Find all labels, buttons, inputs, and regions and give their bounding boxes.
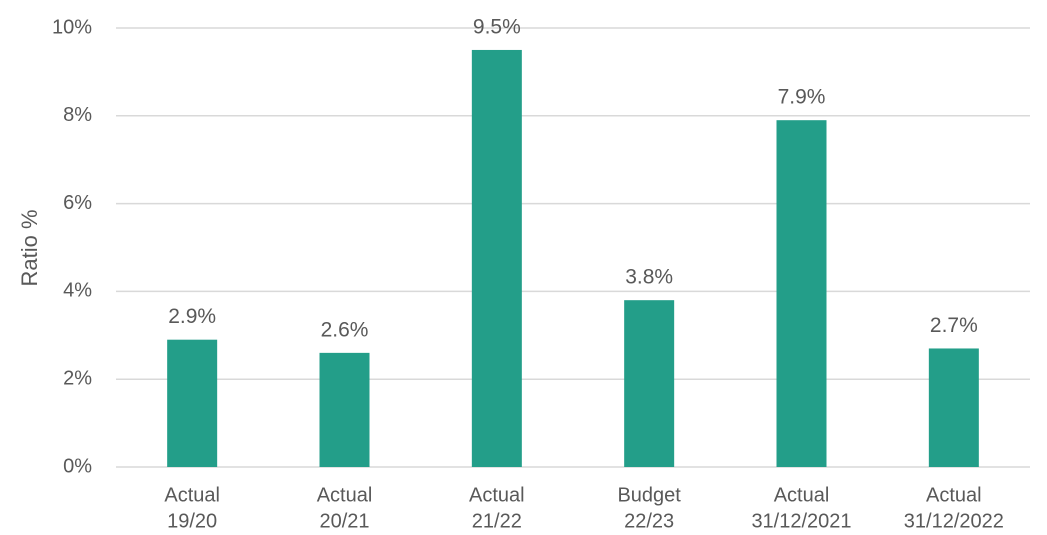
- data-labels: 2.9% 2.6% 9.5% 3.8% 7.9% 2.7%: [168, 15, 978, 341]
- data-label: 9.5%: [473, 15, 521, 38]
- y-tick-label: 4%: [63, 280, 92, 302]
- x-category-label: Budget: [617, 484, 681, 506]
- data-label: 2.7%: [930, 314, 978, 337]
- y-tick-label: 8%: [63, 104, 92, 126]
- bar: [167, 339, 218, 467]
- y-axis-title: Ratio %: [17, 209, 42, 286]
- bar: [319, 352, 370, 467]
- x-category-label: 20/21: [319, 510, 369, 532]
- data-label: 2.9%: [168, 305, 216, 328]
- data-label: 2.6%: [321, 318, 369, 341]
- bar: [928, 348, 979, 467]
- x-category-label: 22/23: [624, 510, 674, 532]
- data-label: 3.8%: [625, 266, 673, 289]
- x-category-label: Actual: [926, 484, 982, 506]
- y-tick-label: 2%: [63, 367, 92, 389]
- x-category-label: 19/20: [167, 510, 217, 532]
- x-category-label: Actual: [164, 484, 220, 506]
- bar: [471, 49, 522, 467]
- y-tick-label: 6%: [63, 192, 92, 214]
- y-tick-label: 0%: [63, 455, 92, 477]
- bar: [624, 300, 675, 467]
- y-axis-ticks: 0% 2% 4% 6% 8% 10%: [52, 16, 92, 477]
- bar: [776, 120, 827, 467]
- gridlines: [116, 27, 1030, 468]
- x-category-label: Actual: [469, 484, 525, 506]
- x-category-label: 31/12/2021: [751, 510, 851, 532]
- data-label: 7.9%: [778, 86, 826, 109]
- x-category-label: Actual: [317, 484, 373, 506]
- x-category-label: 21/22: [472, 510, 522, 532]
- x-category-label: Actual: [774, 484, 830, 506]
- y-tick-label: 10%: [52, 16, 92, 38]
- x-category-label: 31/12/2022: [904, 510, 1004, 532]
- x-axis-categories: Actual 19/20 Actual 20/21 Actual 21/22 Budget 2…: [164, 484, 1004, 532]
- bars: [167, 49, 979, 467]
